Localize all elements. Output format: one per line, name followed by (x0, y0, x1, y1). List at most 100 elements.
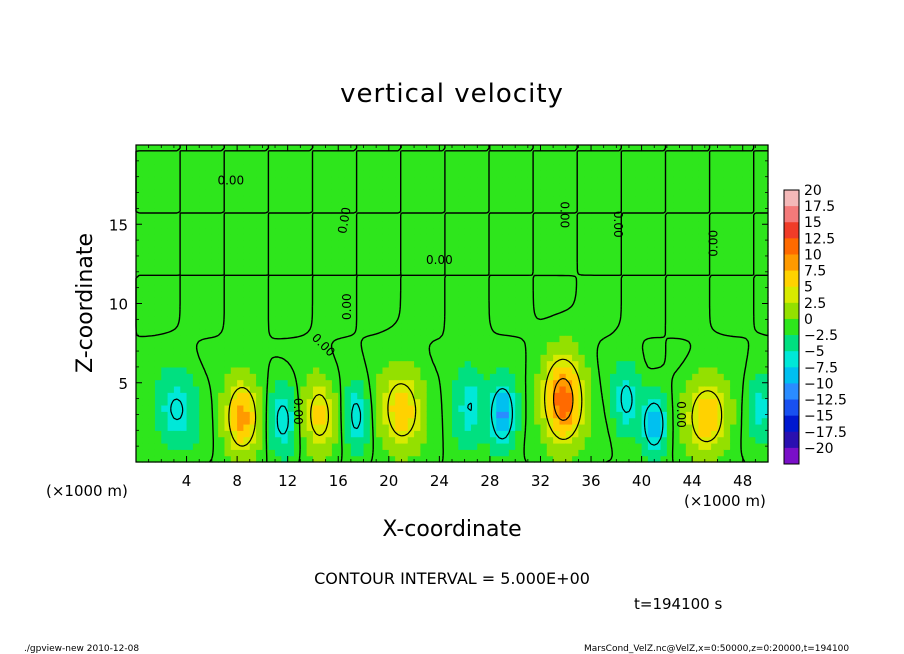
heatmap-cell (306, 221, 314, 229)
heatmap-cell (666, 183, 674, 190)
heatmap-cell (749, 341, 756, 349)
heatmap-cell (641, 404, 649, 412)
heatmap-cell (199, 442, 207, 450)
heatmap-cell (401, 423, 409, 431)
heatmap-cell (489, 252, 497, 260)
heatmap-cell (470, 379, 478, 387)
heatmap-cell (300, 455, 308, 463)
heatmap-cell (420, 341, 428, 349)
heatmap-cell (483, 373, 491, 381)
heatmap-cell (357, 227, 365, 235)
heatmap-cell (205, 259, 213, 267)
heatmap-cell (142, 246, 150, 254)
heatmap-cell (572, 373, 579, 381)
heatmap-cell (287, 189, 295, 197)
heatmap-cell (230, 259, 238, 267)
heatmap-cell (515, 202, 523, 209)
heatmap-cell (572, 449, 579, 457)
heatmap-cell (692, 145, 700, 152)
heatmap-cell (161, 455, 169, 463)
heatmap-cell (496, 347, 504, 355)
heatmap-cell (357, 290, 365, 298)
heatmap-cell (685, 341, 693, 349)
heatmap-cell (154, 195, 162, 203)
heatmap-cell (610, 366, 617, 374)
heatmap-cell (723, 221, 731, 229)
heatmap-cell (433, 290, 440, 298)
heatmap-cell (414, 252, 421, 260)
heatmap-cell (527, 309, 535, 317)
heatmap-cell (527, 221, 535, 229)
heatmap-cell (489, 240, 497, 248)
heatmap-cell (641, 221, 649, 229)
heatmap-cell (268, 392, 276, 400)
heatmap-cell (388, 240, 396, 248)
heatmap-cell (534, 233, 542, 241)
heatmap-cell (559, 430, 567, 438)
heatmap-cell (249, 442, 257, 450)
heatmap-cell (477, 151, 485, 159)
heatmap-cell (192, 297, 200, 305)
heatmap-cell (205, 297, 213, 305)
heatmap-cell (382, 392, 390, 400)
heatmap-cell (136, 157, 143, 165)
heatmap-cell (256, 417, 263, 425)
heatmap-cell (192, 328, 200, 336)
heatmap-cell (331, 316, 339, 324)
heatmap-cell (142, 265, 150, 273)
heatmap-cell (281, 404, 289, 412)
heatmap-cell (711, 195, 719, 203)
heatmap-cell (275, 259, 282, 267)
heatmap-cell (711, 430, 719, 438)
heatmap-cell (704, 449, 712, 457)
heatmap-cell (572, 151, 579, 159)
heatmap-cell (540, 417, 548, 425)
heatmap-cell (641, 379, 649, 387)
heatmap-cell (591, 240, 598, 248)
heatmap-cell (148, 290, 156, 298)
heatmap-cell (654, 221, 662, 229)
heatmap-cell (224, 195, 232, 203)
heatmap-cell (527, 354, 535, 362)
heatmap-cell (666, 195, 674, 203)
heatmap-cell (433, 227, 440, 235)
heatmap-cell (401, 183, 409, 190)
heatmap-cell (578, 430, 586, 438)
heatmap-cell (704, 341, 712, 349)
heatmap-cell (610, 309, 617, 317)
heatmap-cell (350, 335, 358, 343)
heatmap-cell (553, 151, 561, 159)
heatmap-cell (281, 347, 289, 355)
heatmap-cell (294, 430, 301, 438)
heatmap-cell (350, 290, 358, 298)
heatmap-cell (167, 379, 175, 387)
heatmap-cell (679, 322, 687, 330)
heatmap-cell (553, 278, 561, 286)
heatmap-cell (142, 354, 150, 362)
heatmap-cell (761, 227, 769, 235)
heatmap-cell (622, 278, 630, 286)
heatmap-cell (167, 335, 175, 343)
heatmap-cell (344, 417, 352, 425)
heatmap-cell (489, 259, 497, 267)
heatmap-cell (610, 240, 617, 248)
heatmap-cell (420, 373, 428, 381)
heatmap-cell (414, 240, 421, 248)
heatmap-cell (597, 265, 605, 273)
heatmap-cell (458, 404, 466, 412)
heatmap-cell (211, 252, 219, 260)
heatmap-cell (167, 423, 175, 431)
heatmap-cell (154, 183, 162, 190)
heatmap-cell (173, 430, 181, 438)
heatmap-cell (154, 455, 162, 463)
heatmap-cell (136, 411, 143, 419)
heatmap-cell (641, 183, 649, 190)
heatmap-cell (426, 246, 434, 254)
heatmap-cell (749, 290, 756, 298)
heatmap-cell (180, 436, 188, 444)
heatmap-cell (369, 360, 377, 368)
heatmap-cell (666, 240, 674, 248)
heatmap-cell (755, 442, 763, 450)
heatmap-cell (730, 151, 737, 159)
heatmap-cell (319, 455, 327, 463)
